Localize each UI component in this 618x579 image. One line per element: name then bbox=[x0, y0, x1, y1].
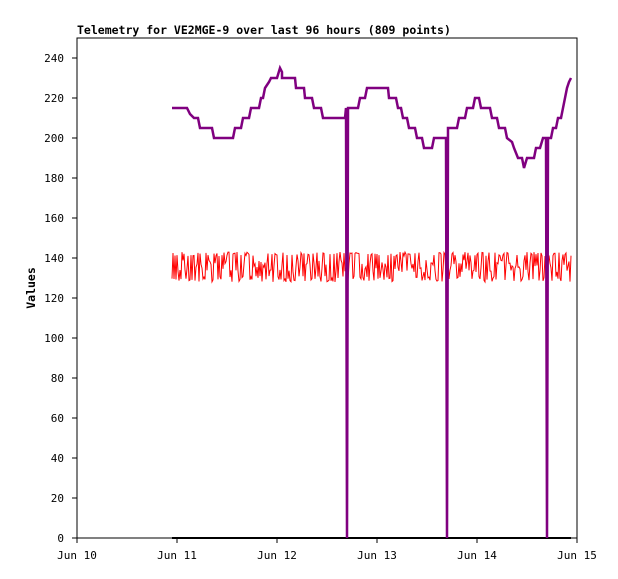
y-tick-label: 120 bbox=[44, 292, 64, 305]
y-tick-label: 180 bbox=[44, 172, 64, 185]
x-tick-label: Jun 13 bbox=[357, 549, 397, 562]
x-tick-label: Jun 12 bbox=[257, 549, 297, 562]
series-line-purple bbox=[172, 64, 573, 539]
y-tick-label: 20 bbox=[51, 492, 64, 505]
y-axis-label: Values bbox=[24, 267, 38, 309]
series-layer bbox=[171, 64, 573, 539]
x-tick-label: Jun 14 bbox=[457, 549, 497, 562]
plot-area bbox=[76, 37, 578, 539]
x-tick-label: Jun 10 bbox=[57, 549, 97, 562]
chart-title: Telemetry for VE2MGE-9 over last 96 hour… bbox=[77, 23, 451, 37]
x-axis-ticks: Jun 10 Jun 11 Jun 12 Jun 13 Jun 14 Jun 15 bbox=[57, 538, 597, 562]
y-tick-label: 60 bbox=[51, 412, 64, 425]
y-tick-label: 100 bbox=[44, 332, 64, 345]
x-tick-label: Jun 11 bbox=[157, 549, 197, 562]
y-axis-ticks: 0 20 40 60 80 100 120 140 160 180 200 220 240 bbox=[44, 52, 77, 545]
y-tick-label: 220 bbox=[44, 92, 64, 105]
y-tick-label: 0 bbox=[57, 532, 64, 545]
y-tick-label: 200 bbox=[44, 132, 64, 145]
y-tick-label: 40 bbox=[51, 452, 64, 465]
y-tick-label: 140 bbox=[44, 252, 64, 265]
y-tick-label: 80 bbox=[51, 372, 64, 385]
x-tick-label: Jun 15 bbox=[557, 549, 597, 562]
y-tick-label: 240 bbox=[44, 52, 64, 65]
series-line-red bbox=[171, 250, 572, 284]
y-tick-label: 160 bbox=[44, 212, 64, 225]
